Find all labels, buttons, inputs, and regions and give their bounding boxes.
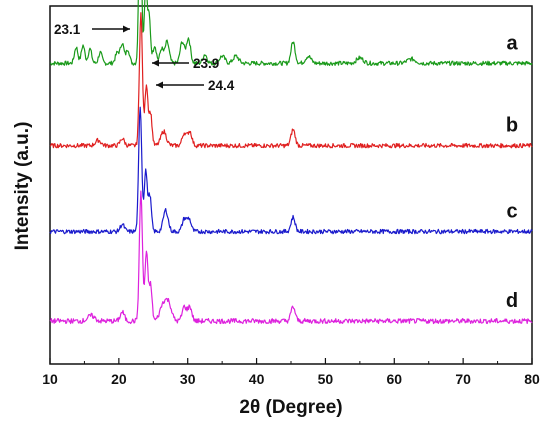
series-d-label: d <box>506 290 518 312</box>
series-b-line <box>49 12 533 149</box>
series-d-line <box>49 190 533 325</box>
x-tick-label: 30 <box>180 371 196 387</box>
x-tick-label: 80 <box>524 371 540 387</box>
peak-annotation-label: 24.4 <box>208 78 235 93</box>
peak-annotations: 23.1 23.9 24.4 <box>54 22 235 93</box>
x-axis-ticks: 10 20 30 40 50 60 70 80 <box>42 358 540 387</box>
series-b-label: b <box>506 115 518 137</box>
x-tick-label: 40 <box>249 371 265 387</box>
peak-annotation-arrowhead <box>156 81 163 89</box>
peak-annotation-label: 23.9 <box>193 56 219 71</box>
series-a-line <box>49 0 533 67</box>
peak-annotation-arrowhead <box>123 25 130 33</box>
series-c-line <box>49 106 533 235</box>
series-tags: a b c d <box>506 32 519 312</box>
y-axis-title: Intensity (a.u.) <box>12 122 33 251</box>
series-c-label: c <box>506 201 517 223</box>
x-axis-title: 2θ (Degree) <box>239 397 342 418</box>
peak-annotation-label: 23.1 <box>54 22 81 37</box>
x-tick-label: 10 <box>42 371 58 387</box>
x-tick-label: 60 <box>386 371 402 387</box>
peak-annotation-arrowhead <box>152 59 159 67</box>
x-tick-label: 50 <box>318 371 334 387</box>
x-tick-label: 70 <box>455 371 471 387</box>
x-tick-label: 20 <box>111 371 127 387</box>
series-layer <box>49 0 533 325</box>
series-a-label: a <box>506 32 518 54</box>
